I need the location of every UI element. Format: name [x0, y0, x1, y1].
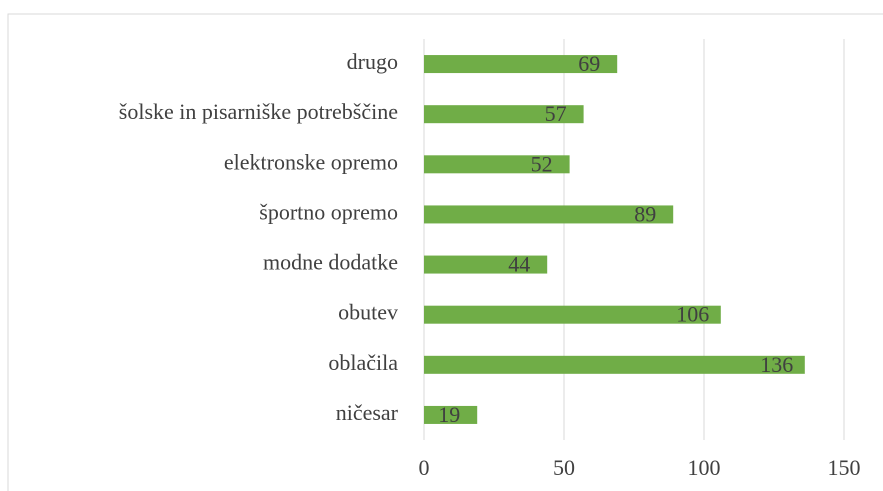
value-label: 136: [760, 352, 793, 377]
y-tick-label: obutev: [338, 300, 398, 325]
x-tick-label: 150: [828, 455, 861, 480]
bar: [424, 55, 618, 74]
bar: [424, 155, 570, 174]
value-label: 44: [508, 252, 530, 277]
bar: [424, 355, 805, 374]
value-label: 19: [438, 402, 460, 427]
bar: [424, 205, 674, 224]
bar: [424, 405, 478, 424]
value-label: 89: [634, 201, 656, 226]
y-tick-label: elektronske opremo: [224, 149, 398, 174]
x-tick-label: 100: [688, 455, 721, 480]
chart-frame: [7, 13, 883, 491]
value-label: 69: [578, 51, 600, 76]
value-label: 52: [531, 151, 553, 176]
x-tick-label: 50: [553, 455, 575, 480]
value-label: 106: [676, 302, 709, 327]
value-label: 57: [545, 101, 567, 126]
y-tick-label: ničesar: [336, 400, 399, 425]
bar: [424, 255, 548, 274]
bar: [424, 105, 584, 124]
y-tick-label: športno opremo: [259, 199, 398, 224]
bar: [424, 305, 721, 324]
y-tick-label: oblačila: [328, 350, 398, 375]
y-tick-label: modne dodatke: [263, 250, 398, 275]
y-tick-label: drugo: [347, 49, 398, 74]
x-tick-label: 0: [419, 455, 430, 480]
y-tick-label: šolske in pisarniške potrebščine: [119, 99, 398, 124]
